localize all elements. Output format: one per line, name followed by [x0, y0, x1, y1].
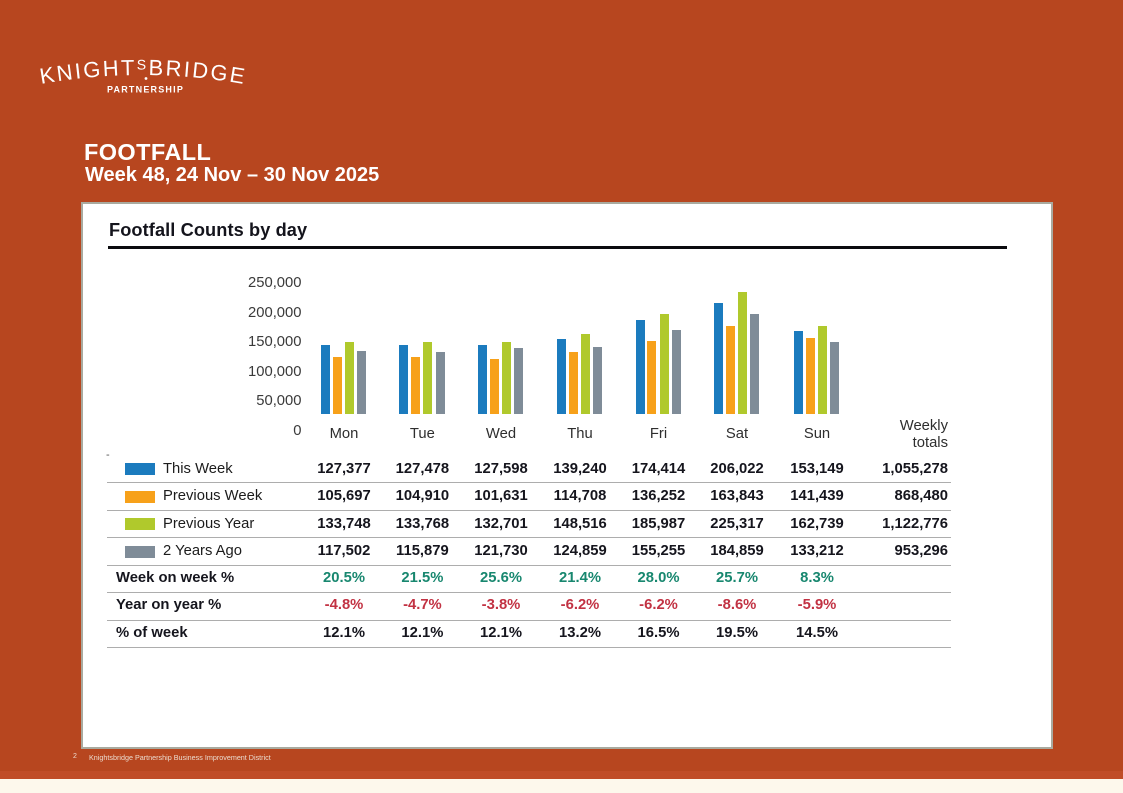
svg-text:PARTNERSHIP: PARTNERSHIP [107, 85, 184, 95]
